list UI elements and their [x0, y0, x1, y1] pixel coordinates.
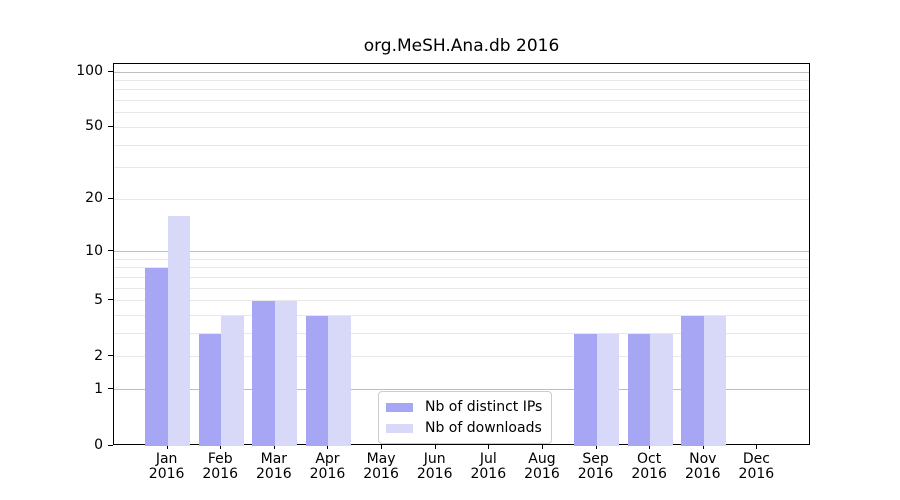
x-tick-label-apr: Apr 2016: [309, 451, 346, 482]
legend-item-downloads: Nb of downloads: [386, 420, 542, 436]
major-gridline-10: [114, 251, 809, 253]
x-tick-label-may: May 2016: [363, 451, 399, 482]
major-gridline-1: [114, 389, 809, 391]
minor-gridline-30: [114, 167, 809, 169]
y-tick-5: [108, 299, 113, 301]
y-tick-100: [108, 70, 113, 72]
bar-downloads-feb: [221, 315, 244, 446]
y-tick-label-0: 0: [94, 437, 103, 453]
bar-distinct-ips-oct: [627, 333, 651, 446]
bar-distinct-ips-feb: [198, 333, 222, 446]
minor-gridline-70: [114, 100, 809, 102]
y-tick-label-2: 2: [94, 347, 103, 364]
y-tick-label-20: 20: [85, 190, 103, 207]
bar-downloads-oct: [650, 333, 673, 446]
minor-gridline-60: [114, 112, 809, 114]
x-tick-label-sep: Sep 2016: [577, 451, 614, 482]
legend-label-downloads: Nb of downloads: [425, 420, 542, 436]
x-tick-label-oct: Oct 2016: [631, 451, 667, 482]
bar-distinct-ips-apr: [305, 315, 329, 446]
y-tick-label-10: 10: [85, 242, 103, 259]
minor-gridline-90: [114, 79, 809, 81]
bar-downloads-jan: [167, 216, 191, 446]
x-tick-label-jun: Jun 2016: [416, 451, 453, 482]
minor-gridline-2: [114, 356, 809, 358]
bar-downloads-sep: [596, 333, 620, 446]
minor-gridline-7: [114, 276, 809, 278]
bar-downloads-nov: [703, 315, 727, 446]
x-tick-label-jan: Jan 2016: [148, 451, 185, 482]
y-tick-2: [108, 355, 113, 357]
y-tick-label-1: 1: [94, 380, 103, 397]
minor-gridline-50: [114, 126, 809, 128]
x-tick-aug: [541, 445, 543, 449]
x-tick-sep: [595, 445, 597, 449]
minor-gridline-3: [114, 333, 809, 335]
bar-distinct-ips-sep: [574, 333, 597, 446]
x-tick-mar: [273, 445, 275, 449]
bar-distinct-ips-nov: [681, 315, 704, 446]
legend-item-distinct-ips: Nb of distinct IPs: [386, 399, 542, 415]
minor-gridline-80: [114, 89, 809, 91]
minor-gridline-20: [114, 198, 809, 200]
bar-distinct-ips-jan: [145, 267, 168, 446]
bar-downloads-apr: [328, 315, 351, 446]
minor-gridline-4: [114, 315, 809, 317]
y-tick-20: [108, 197, 113, 199]
x-tick-label-dec: Dec 2016: [738, 451, 775, 482]
x-tick-label-jul: Jul 2016: [470, 451, 507, 482]
x-tick-apr: [327, 445, 329, 449]
x-tick-label-nov: Nov 2016: [684, 451, 721, 482]
chart-title: org.MeSH.Ana.db 2016: [363, 36, 560, 56]
bar-downloads-mar: [274, 300, 298, 446]
y-tick-50: [108, 125, 113, 127]
y-tick-label-50: 50: [85, 118, 103, 135]
x-tick-label-aug: Aug 2016: [524, 451, 560, 482]
x-tick-may: [381, 445, 383, 449]
y-tick-label-5: 5: [94, 291, 103, 308]
x-tick-feb: [220, 445, 222, 449]
legend-swatch-downloads-icon: [386, 423, 413, 433]
x-tick-nov: [702, 445, 704, 449]
x-tick-jul: [488, 445, 490, 449]
x-tick-jun: [434, 445, 436, 449]
legend-label-distinct-ips: Nb of distinct IPs: [425, 399, 543, 415]
x-tick-jan: [166, 445, 168, 449]
x-tick-label-mar: Mar 2016: [256, 451, 292, 482]
x-tick-label-feb: Feb 2016: [202, 451, 239, 482]
minor-gridline-6: [114, 287, 809, 289]
major-gridline-100: [114, 71, 809, 73]
plot-area: [113, 63, 810, 446]
y-tick-10: [108, 250, 113, 252]
x-tick-oct: [649, 445, 651, 449]
bar-distinct-ips-mar: [252, 300, 275, 446]
minor-gridline-9: [114, 258, 809, 260]
x-tick-dec: [756, 445, 758, 449]
minor-gridline-8: [114, 267, 809, 269]
y-tick-label-100: 100: [76, 63, 103, 79]
minor-gridline-5: [114, 300, 809, 302]
y-tick-0: [108, 444, 113, 446]
legend: Nb of distinct IPs Nb of downloads: [378, 391, 553, 444]
legend-swatch-distinct-ips-icon: [386, 402, 413, 412]
y-tick-1: [108, 388, 113, 390]
minor-gridline-40: [114, 144, 809, 146]
